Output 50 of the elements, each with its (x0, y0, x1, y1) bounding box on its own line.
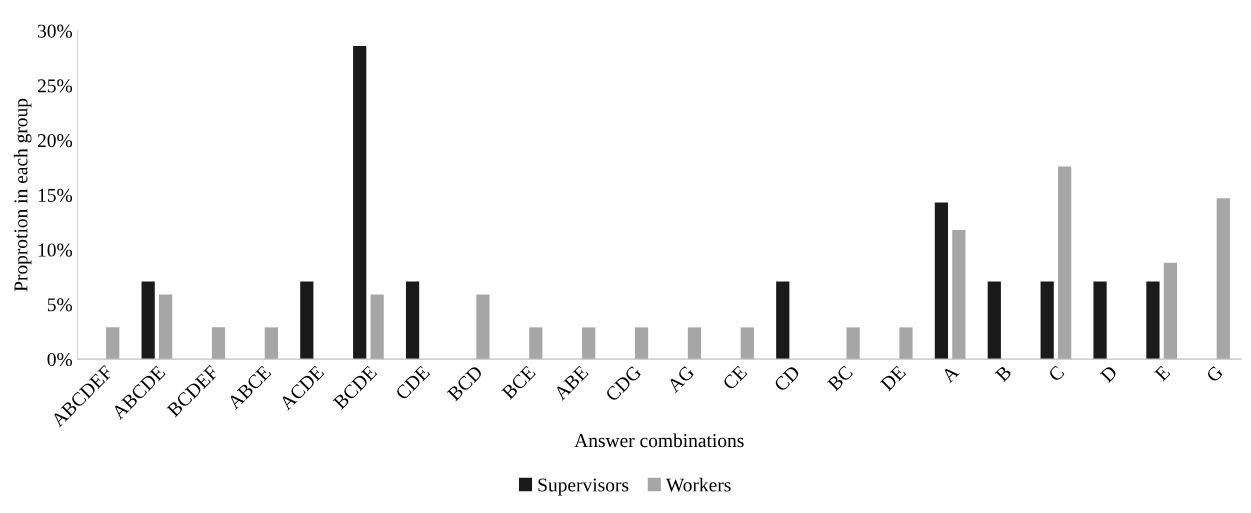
legend-label: Supervisors (538, 478, 629, 496)
x-tick-label: CD (773, 364, 801, 393)
bar (687, 327, 702, 360)
bar (934, 202, 949, 360)
bar (141, 281, 155, 360)
bar (264, 327, 278, 360)
bar (846, 327, 860, 360)
y-axis-title: Proprotion in each group (13, 98, 32, 292)
bar (776, 281, 790, 360)
y-tick-label: 20% (37, 134, 73, 148)
bar (987, 281, 1001, 360)
bar (476, 294, 490, 360)
bar (353, 46, 367, 360)
x-tick-label: CDE (394, 365, 431, 401)
legend-label: Workers (665, 477, 731, 492)
bar (740, 327, 754, 360)
y-tick-label: 30% (37, 24, 73, 38)
bar (529, 327, 543, 360)
bar (634, 327, 649, 360)
x-tick-label: AG (666, 364, 695, 394)
bar (1163, 262, 1177, 360)
bar (159, 294, 173, 360)
bar (1040, 281, 1054, 360)
bar (1093, 281, 1107, 360)
x-tick-label: E (1154, 365, 1171, 382)
x-tick-label: D (1099, 365, 1118, 384)
bar (899, 327, 913, 360)
x-tick-label: C (1047, 365, 1065, 383)
bar (1146, 281, 1160, 360)
bar (952, 229, 966, 360)
bar (1058, 166, 1072, 360)
x-tick-label: B (994, 365, 1012, 383)
bar (405, 281, 420, 360)
y-tick-label: 25% (37, 79, 73, 93)
y-tick-label: 10% (38, 243, 73, 257)
bar (106, 327, 120, 360)
bar (370, 294, 384, 360)
y-tick-label: 0% (47, 352, 73, 367)
x-axis-title: Answer combinations (574, 433, 744, 448)
y-tick-label: 5% (47, 298, 73, 312)
x-tick-label: G (1205, 364, 1224, 383)
x-tick-label: DE (879, 365, 907, 392)
y-tick-label: 15% (38, 188, 73, 202)
bar (582, 327, 596, 360)
x-tick-label: CE (722, 365, 748, 391)
bar (300, 281, 314, 360)
bar (1216, 198, 1230, 360)
x-tick-label: BC (826, 365, 854, 392)
x-tick-label: A (940, 364, 960, 384)
bar (211, 327, 226, 360)
